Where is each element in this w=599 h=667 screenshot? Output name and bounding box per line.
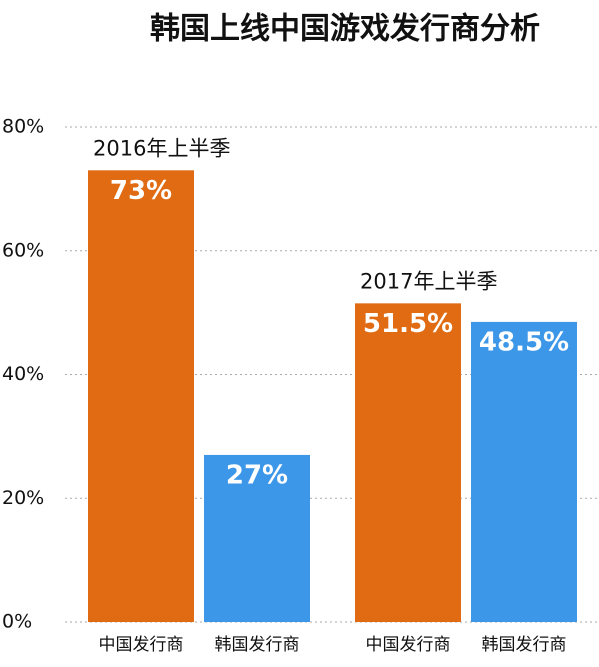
value-label: 73% xyxy=(110,176,172,206)
value-label: 27% xyxy=(226,460,288,490)
y-tick-label: 40% xyxy=(2,363,44,385)
y-tick-label: 60% xyxy=(2,239,44,261)
x-tick-label: 中国发行商 xyxy=(99,635,184,655)
group-label: 2017年上半季 xyxy=(360,269,497,293)
chart-title: 韩国上线中国游戏发行商分析 xyxy=(150,12,540,47)
bar xyxy=(471,321,577,622)
value-label: 51.5% xyxy=(363,309,453,339)
x-tick-label: 韩国发行商 xyxy=(482,635,567,655)
bar xyxy=(88,170,194,622)
y-tick-label: 0% xyxy=(2,611,32,633)
bar xyxy=(355,303,461,622)
bar xyxy=(204,454,310,622)
value-label: 48.5% xyxy=(479,327,569,357)
y-tick-label: 20% xyxy=(2,487,44,509)
group-label: 2016年上半季 xyxy=(93,136,230,160)
y-tick-label: 80% xyxy=(2,116,44,138)
x-tick-label: 中国发行商 xyxy=(366,635,451,655)
x-tick-label: 韩国发行商 xyxy=(215,635,300,655)
